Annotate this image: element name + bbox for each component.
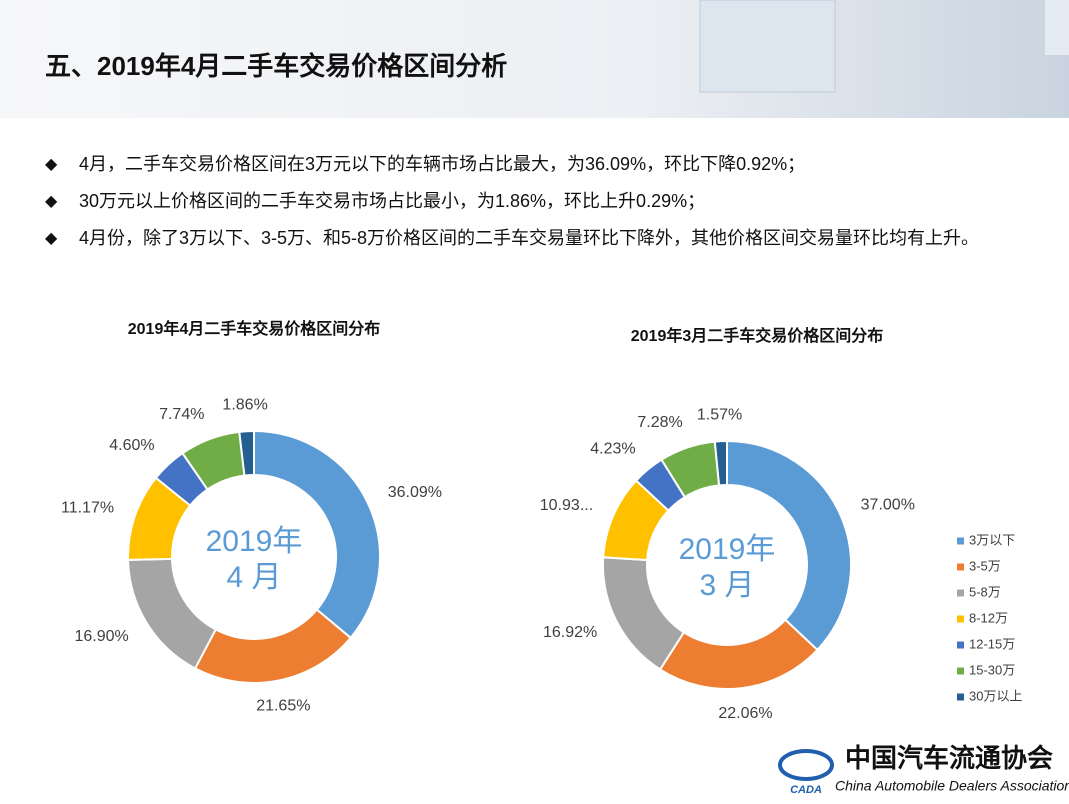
chart-title: 2019年4月二手车交易价格区间分布 (128, 319, 381, 338)
chart-title: 2019年3月二手车交易价格区间分布 (631, 326, 884, 345)
decor-cube (699, 0, 836, 93)
legend-label: 8-12万 (969, 610, 1008, 625)
data-label: 1.57% (697, 406, 742, 423)
bullets: 4月，二手车交易价格区间在3万元以下的车辆市场占比最大，为36.09%，环比下降… (45, 146, 1055, 257)
legend-label: 3万以下 (969, 532, 1015, 547)
legend-swatch (957, 589, 964, 597)
legend-swatch (957, 641, 964, 649)
legend-label: 30万以上 (969, 688, 1022, 703)
legend-swatch (957, 667, 964, 675)
legend-label: 5-8万 (969, 584, 1001, 599)
data-label: 16.90% (74, 628, 128, 645)
slide-title: 五、2019年4月二手车交易价格区间分析 (45, 51, 507, 81)
legend-swatch (957, 693, 964, 701)
donut-slice (238, 429, 255, 477)
center-label: 2019年 (206, 525, 303, 558)
legend-swatch (957, 615, 964, 623)
header-bg (0, 0, 1069, 118)
legend-label: 12-15万 (969, 636, 1015, 651)
logo: CADA 中国汽车流通协会 China Automobile Dealers A… (778, 743, 1069, 796)
legend-swatch (957, 537, 964, 545)
data-label: 4.60% (109, 437, 154, 454)
center-label: 2019年 (679, 533, 776, 566)
decor-cube (1045, 0, 1069, 55)
donut-slice (127, 557, 218, 670)
legend-label: 15-30万 (969, 662, 1015, 677)
data-label: 21.65% (256, 697, 310, 714)
donut-slice (193, 608, 353, 684)
bullet: 30万元以上价格区间的二手车交易市场占比最小，为1.86%，环比上升0.29%； (45, 183, 1055, 220)
data-label: 37.00% (861, 497, 915, 514)
bullet: 4月，二手车交易价格区间在3万元以下的车辆市场占比最大，为36.09%，环比下降… (45, 146, 1055, 183)
legend-swatch (957, 563, 964, 571)
donut-slice (658, 618, 819, 690)
logo-en: China Automobile Dealers Association (835, 778, 1069, 794)
data-label: 11.17% (61, 499, 114, 516)
data-label: 7.74% (159, 406, 204, 423)
logo-abbr: CADA (790, 784, 822, 796)
charts: 2019年4月二手车交易价格区间分布 36.09% 21.65% 16.90% 11.1… (61, 319, 1022, 722)
data-label: 7.28% (637, 414, 682, 431)
data-label: 36.09% (388, 484, 442, 501)
bullet: 4月份，除了3万以下、3-5万、和5-8万价格区间的二手车交易量环比下降外，其他… (45, 220, 1055, 257)
data-label: 10.93... (540, 497, 593, 514)
data-label: 22.06% (718, 705, 772, 722)
donut-slice (713, 439, 728, 487)
data-label: 1.86% (222, 396, 267, 413)
data-label: 4.23% (590, 440, 635, 457)
donut-slice (726, 439, 852, 652)
logo-cn: 中国汽车流通协会 (845, 743, 1053, 773)
data-label: 16.92% (543, 624, 597, 641)
center-label: 4 月 (226, 561, 281, 594)
center-label: 3 月 (699, 569, 754, 602)
legend-label: 3-5万 (969, 558, 1001, 573)
donut-slice (602, 556, 686, 671)
logo-mark (778, 749, 834, 781)
donut-slice (253, 429, 381, 640)
